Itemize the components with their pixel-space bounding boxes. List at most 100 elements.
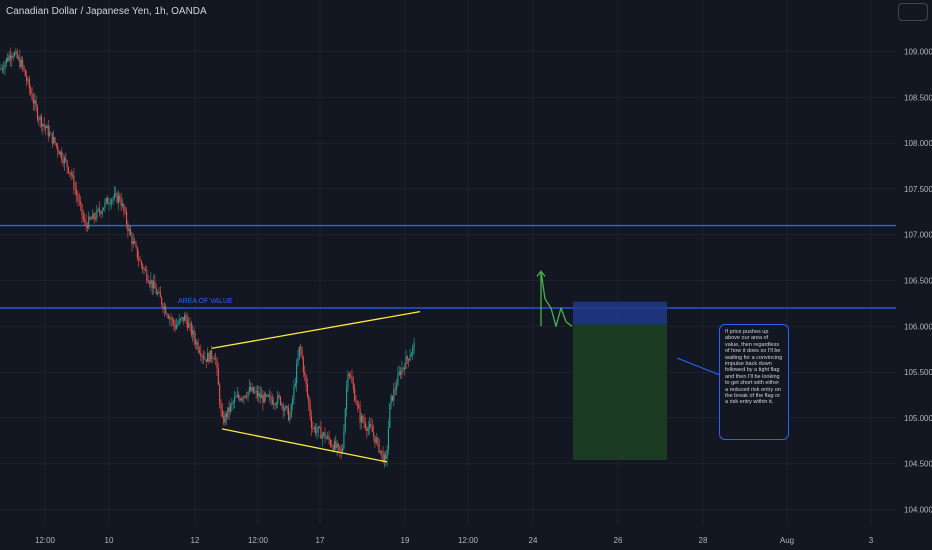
candle-body — [142, 265, 144, 270]
candle-body — [309, 404, 311, 417]
candle-body — [216, 359, 218, 369]
candle-body — [184, 315, 186, 322]
candle-body — [337, 443, 340, 447]
candle-body — [404, 367, 406, 369]
candle-body — [390, 395, 392, 404]
candle-body — [367, 427, 369, 432]
price-tick-label: 104.500 — [904, 460, 932, 469]
candle-body — [262, 395, 264, 403]
candle-body — [9, 55, 11, 59]
stop-loss-zone[interactable] — [573, 301, 667, 325]
candle-body — [391, 395, 394, 401]
candle-body — [358, 404, 360, 409]
candle-body — [7, 58, 9, 61]
candle-body — [45, 126, 47, 129]
candle-body — [93, 213, 95, 219]
candle-body — [65, 157, 67, 161]
candle-body — [375, 438, 377, 444]
candle-body — [373, 432, 375, 436]
candle-body — [13, 53, 16, 57]
candle-body — [328, 436, 330, 441]
candle-body — [289, 416, 291, 420]
note-callout-pointer — [676, 357, 721, 376]
candle-body — [246, 396, 248, 398]
candle-body — [336, 443, 338, 449]
candle-body — [143, 268, 145, 270]
projection-path[interactable] — [540, 270, 573, 327]
candle-body — [243, 395, 245, 399]
candle-body — [97, 208, 99, 210]
candle-body — [46, 125, 48, 129]
candle-body — [180, 318, 182, 320]
candle-body — [112, 198, 114, 200]
candle-body — [248, 387, 250, 392]
candle-body — [224, 413, 226, 423]
candle-body — [185, 315, 187, 320]
candle-body — [292, 398, 294, 405]
candle-body — [356, 403, 358, 405]
candle-body — [269, 395, 271, 397]
candle-body — [198, 350, 200, 353]
note-box[interactable]: If price pushes up above our area of val… — [719, 324, 789, 440]
candle-body — [170, 317, 172, 320]
candle-body — [39, 116, 41, 121]
candle-body — [383, 454, 385, 462]
candle-body — [19, 57, 21, 67]
candle-body — [389, 403, 391, 429]
candle-body — [261, 395, 263, 398]
time-tick-label: 12 — [191, 536, 200, 545]
candle-body — [49, 132, 51, 136]
candle-body — [155, 288, 157, 295]
candle-body — [265, 393, 267, 397]
candle-body — [3, 68, 5, 70]
candle-body — [162, 304, 164, 310]
take-profit-zone[interactable] — [573, 324, 667, 461]
trendline-lower[interactable] — [221, 428, 388, 463]
candle-body — [410, 353, 412, 357]
candle-body — [53, 137, 55, 144]
candle-body — [281, 403, 283, 405]
candle-body — [0, 68, 2, 70]
candle-body — [182, 317, 184, 322]
candle-body — [342, 448, 344, 452]
candle-body — [242, 398, 244, 400]
candle-body — [147, 280, 149, 283]
candle-body — [38, 119, 40, 121]
candle-body — [36, 106, 38, 120]
candle-body — [282, 403, 284, 411]
candle-body — [221, 410, 223, 417]
trendline-upper[interactable] — [211, 311, 421, 349]
candle-body — [316, 430, 318, 434]
time-tick-label: 3 — [869, 536, 874, 545]
candle-body — [81, 204, 83, 216]
time-tick-label: 12:00 — [35, 536, 56, 545]
candle-body — [321, 434, 323, 439]
time-tick-label: Aug — [780, 536, 794, 545]
candle-body — [88, 216, 90, 229]
candle-body — [244, 395, 246, 397]
time-tick-label: 26 — [614, 536, 623, 545]
price-tick-label: 105.500 — [904, 368, 932, 377]
candle-body — [401, 367, 403, 375]
price-tick-label: 108.500 — [904, 93, 932, 102]
candle-body — [94, 218, 97, 220]
candle-body — [270, 395, 272, 400]
candle-body — [250, 387, 252, 391]
candle-body — [227, 407, 229, 418]
candle-body — [18, 57, 20, 59]
candle-body — [283, 409, 286, 411]
time-tick-label: 28 — [699, 536, 708, 545]
candle-body — [58, 151, 60, 155]
candle-body — [188, 323, 190, 328]
candle-body — [135, 243, 137, 247]
candle-body — [305, 374, 307, 385]
candle-body — [296, 364, 298, 384]
chart-menu-button[interactable] — [898, 3, 928, 21]
candle-body — [406, 356, 408, 360]
candle-body — [331, 444, 333, 447]
candle-body — [393, 388, 395, 401]
candle-body — [111, 199, 113, 204]
candle-body — [72, 175, 74, 177]
candle-body — [278, 395, 280, 397]
